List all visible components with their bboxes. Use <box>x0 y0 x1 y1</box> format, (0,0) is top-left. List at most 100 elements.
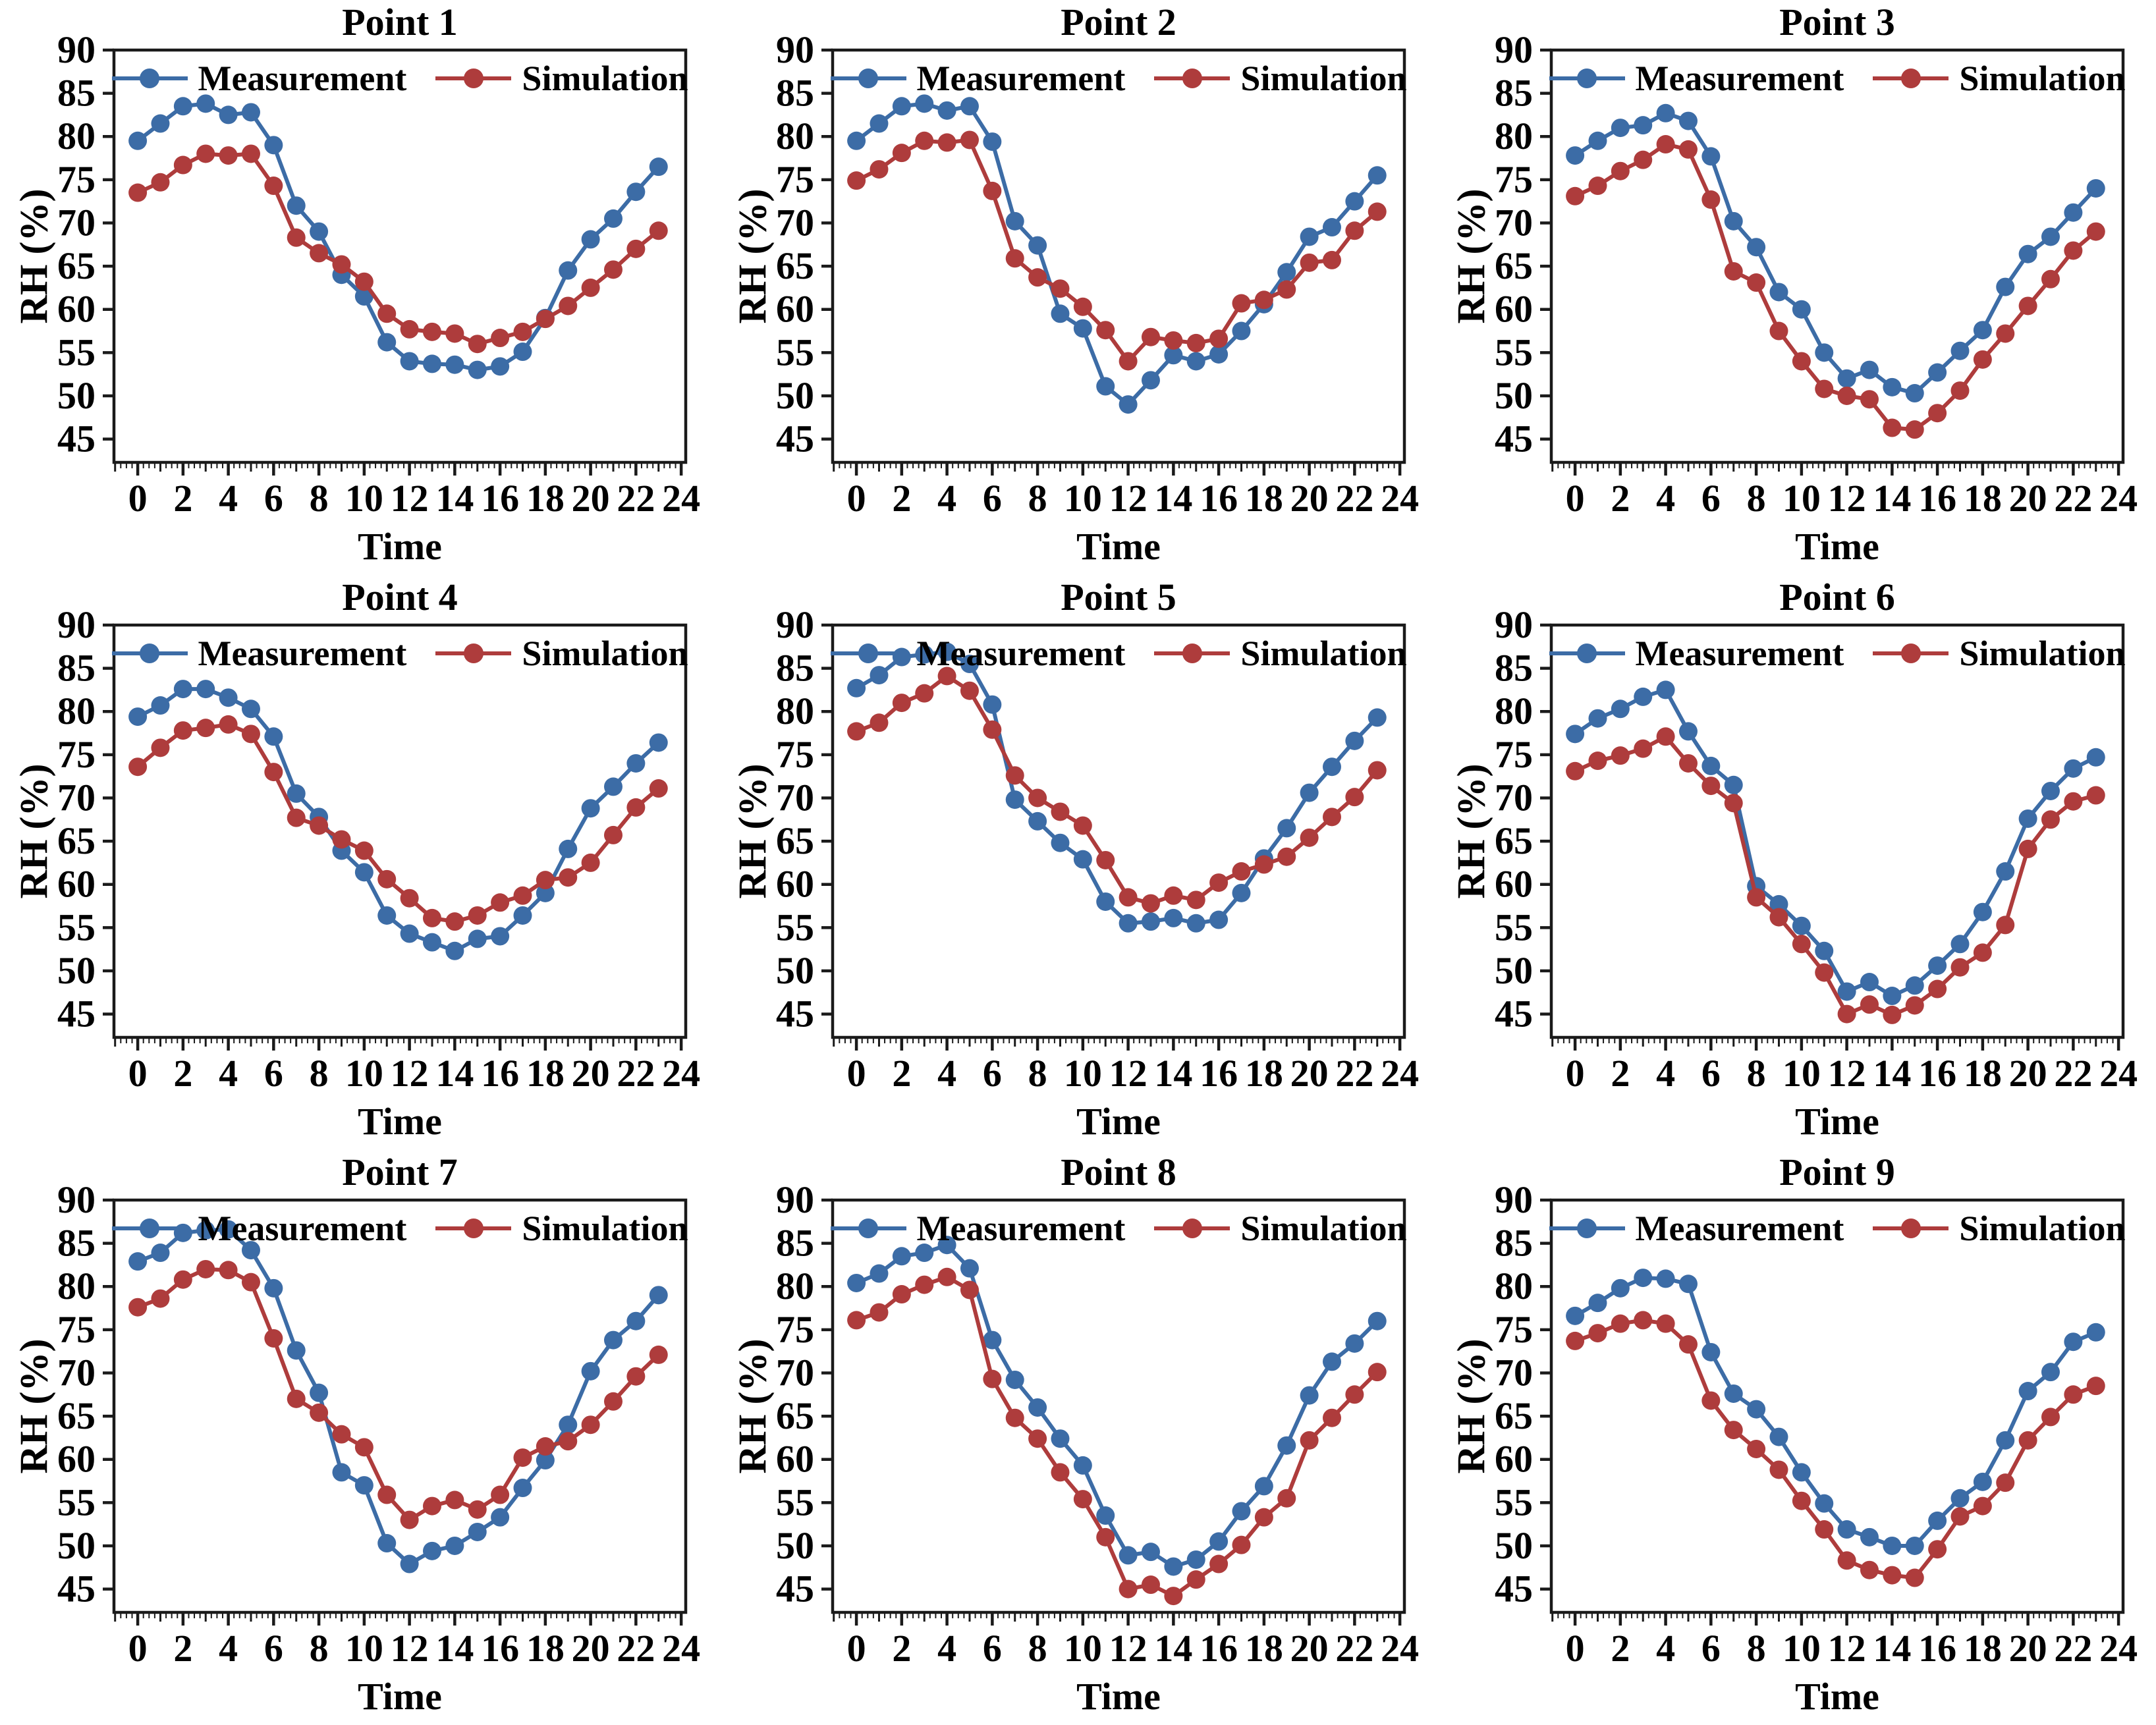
data-point <box>581 1415 600 1435</box>
y-tick-label: 55 <box>776 906 814 948</box>
y-tick-label: 90 <box>57 1178 96 1221</box>
data-point <box>1678 111 1698 130</box>
data-point <box>1724 794 1743 813</box>
data-point <box>2041 781 2060 800</box>
data-point <box>1345 221 1364 240</box>
simulation-line-marker-icon <box>1873 1218 1949 1238</box>
data-point <box>892 1285 911 1304</box>
data-point <box>1928 1540 1947 1559</box>
legend: Measurement Simulation <box>1549 633 2126 674</box>
x-tick-label: 12 <box>391 1052 429 1095</box>
axes <box>821 1198 1406 1626</box>
x-tick-label: 12 <box>1828 477 1866 520</box>
data-point <box>1141 912 1160 931</box>
data-point <box>603 209 622 228</box>
data-point <box>2086 748 2105 767</box>
data-point <box>422 354 441 373</box>
measurement-dot-icon <box>1577 1218 1597 1238</box>
data-point <box>128 757 148 777</box>
data-point <box>1656 103 1675 123</box>
data-point <box>1254 1477 1273 1496</box>
data-point <box>1254 1508 1273 1527</box>
data-point <box>1860 1560 1879 1579</box>
chart-point-1: 45 50 55 60 65 70 75 80 85 90 0 2 4 6 8 10 12 14 16 18 20 22 2… <box>0 0 719 575</box>
data-point <box>491 329 510 348</box>
data-point <box>219 715 238 734</box>
legend-label-measurement: Measurement <box>1635 634 1844 673</box>
data-point <box>1209 910 1229 929</box>
series-line <box>855 649 1379 925</box>
data-point <box>1209 329 1229 348</box>
data-point <box>196 1259 215 1278</box>
data-point <box>649 733 668 752</box>
y-tick-label: 90 <box>57 28 96 71</box>
data-point <box>1883 1536 1902 1555</box>
x-tick-label: 22 <box>2054 477 2092 520</box>
data-point <box>1815 1494 1834 1513</box>
data-point <box>128 183 148 202</box>
x-tick-label: 22 <box>617 1052 655 1095</box>
measurement-line-marker-icon <box>830 643 906 663</box>
axes <box>821 623 1406 1051</box>
data-point <box>1186 890 1205 910</box>
x-tick-label: 8 <box>310 477 329 520</box>
legend-entry-simulation: Simulation <box>1873 633 2126 674</box>
data-point <box>649 157 668 177</box>
data-point <box>1119 1579 1138 1599</box>
data-point <box>1277 819 1296 838</box>
data-point <box>536 1451 555 1470</box>
x-tick-label: 4 <box>219 477 238 520</box>
data-point <box>2064 203 2083 222</box>
legend: Measurement Simulation <box>111 633 688 674</box>
measurement-dot-icon <box>1577 68 1597 88</box>
data-point <box>847 171 866 190</box>
data-point <box>1005 1370 1024 1389</box>
x-axis-label: Time <box>358 1675 442 1718</box>
data-point <box>649 1345 668 1364</box>
x-tick-label: 6 <box>1701 477 1721 520</box>
x-tick-label: 16 <box>1918 1052 1956 1095</box>
series-measurement <box>1566 680 2105 1006</box>
y-tick-label: 70 <box>57 1351 96 1394</box>
data-point <box>1883 987 1902 1006</box>
data-point <box>1119 914 1138 933</box>
data-point <box>581 799 600 818</box>
data-point <box>1588 131 1607 150</box>
simulation-dot-icon <box>1182 68 1202 88</box>
y-tick-label: 50 <box>776 949 814 992</box>
x-tick-label: 8 <box>310 1627 329 1670</box>
x-tick-label: 22 <box>617 1627 655 1670</box>
legend-label-measurement: Measurement <box>198 1209 407 1248</box>
data-point <box>1051 1429 1070 1448</box>
data-point <box>196 144 215 163</box>
data-point <box>603 260 622 279</box>
x-tick-label: 4 <box>937 477 956 520</box>
legend-entry-simulation: Simulation <box>1873 58 2126 99</box>
data-point <box>1186 1550 1205 1569</box>
simulation-line-marker-icon <box>1154 643 1230 663</box>
data-point <box>354 287 373 306</box>
legend-label-simulation: Simulation <box>1959 634 2126 673</box>
data-point <box>1368 1363 1387 1382</box>
data-point <box>1566 186 1585 205</box>
data-point <box>1322 218 1341 237</box>
data-point <box>400 1510 419 1529</box>
data-point <box>491 927 510 946</box>
data-point <box>1141 327 1160 346</box>
data-point <box>960 655 979 674</box>
data-point <box>1656 727 1675 746</box>
chart-title: Point 3 <box>1779 1 1895 43</box>
series-line <box>855 101 1379 408</box>
x-tick-label: 10 <box>1064 1052 1102 1095</box>
data-point <box>468 360 487 379</box>
x-tick-label: 8 <box>1028 1052 1047 1095</box>
data-point <box>1815 1520 1834 1539</box>
data-point <box>422 1541 441 1560</box>
data-point <box>1837 1004 1856 1024</box>
data-point <box>1141 371 1160 390</box>
data-point <box>1701 1342 1721 1361</box>
data-point <box>847 131 866 150</box>
x-tick-label: 4 <box>937 1052 956 1095</box>
data-point <box>241 1241 260 1260</box>
